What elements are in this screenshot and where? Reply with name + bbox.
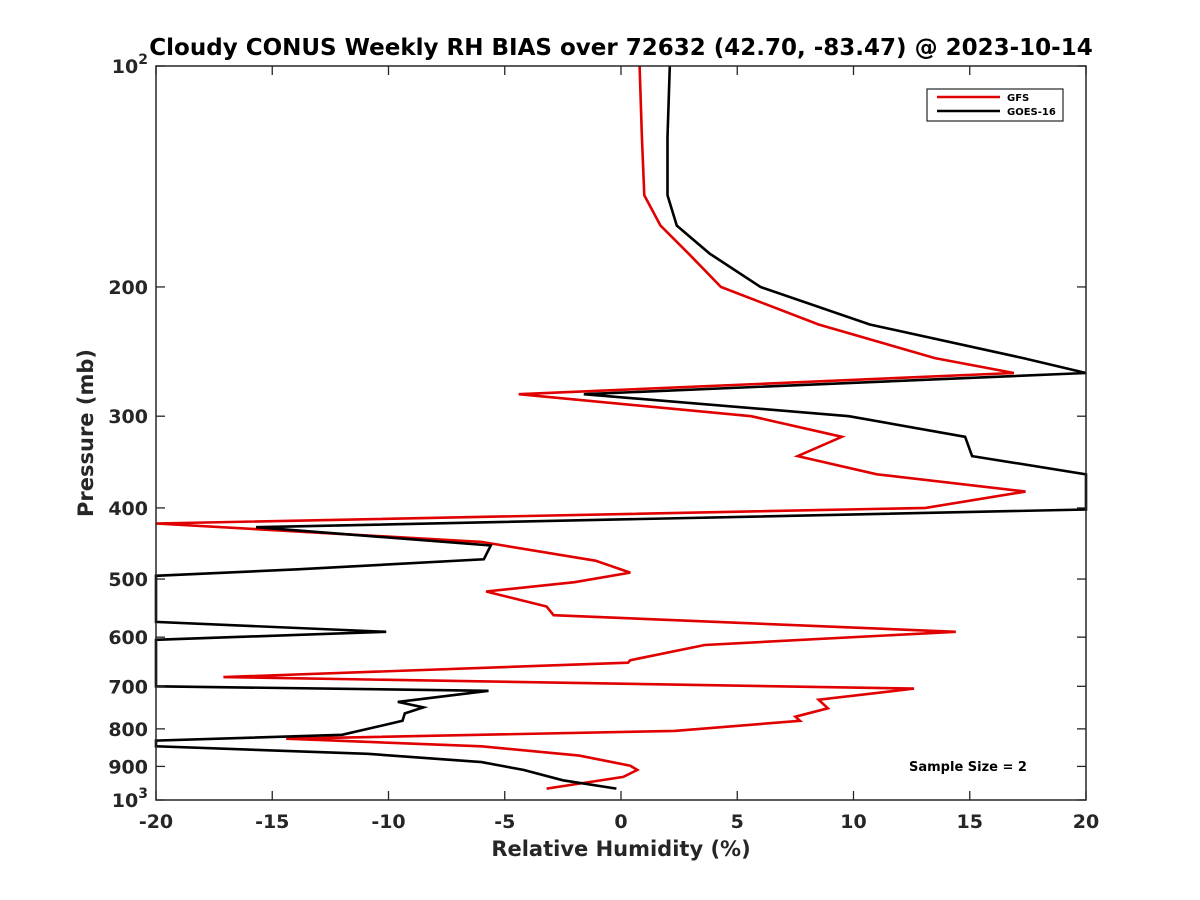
- y-tick-label: 103: [112, 786, 148, 812]
- x-tick-label: 10: [840, 811, 866, 833]
- y-axis-label: Pressure (mb): [74, 349, 98, 517]
- legend-items: GFS GOES-16: [937, 93, 1056, 118]
- x-tick-label: -5: [494, 811, 515, 833]
- legend-label-1: GFS: [1007, 93, 1029, 104]
- x-tick-label: -15: [255, 811, 289, 833]
- x-tick-label: 15: [957, 811, 983, 833]
- chart-title: Cloudy CONUS Weekly RH BIAS over 72632 (…: [149, 35, 1092, 61]
- y-tick-label: 900: [108, 756, 148, 778]
- y-tick-label: 102: [112, 52, 148, 78]
- y-tick-label: 200: [108, 277, 148, 299]
- legend: GFS GOES-16: [926, 88, 1064, 122]
- series-layer: [154, 65, 1088, 790]
- x-tick-label: 5: [731, 811, 744, 833]
- x-tick-label: 20: [1073, 811, 1099, 833]
- y-axis-ticks: 102 200 300 400 500 600 700 800 900 103: [108, 52, 1086, 812]
- y-tick-label: 700: [108, 676, 148, 698]
- x-axis-ticks: -20 -15 -10 -5 0 5 10 15 20: [139, 66, 1099, 833]
- series-line-1: [155, 65, 1026, 790]
- y-tick-label: 300: [108, 406, 148, 428]
- legend-label-2: GOES-16: [1007, 107, 1056, 118]
- x-tick-label: 0: [614, 811, 627, 833]
- y-tick-label: 800: [108, 719, 148, 741]
- y-tick-label: 400: [108, 498, 148, 520]
- sample-size-annotation: Sample Size = 2: [909, 760, 1027, 775]
- x-axis-label: Relative Humidity (%): [491, 837, 750, 861]
- series-line-2: [154, 65, 1088, 790]
- y-tick-label: 500: [108, 569, 148, 591]
- legend-box: [926, 88, 1064, 122]
- y-tick-label: 600: [108, 627, 148, 649]
- x-tick-label: -20: [139, 811, 173, 833]
- x-tick-label: -10: [371, 811, 405, 833]
